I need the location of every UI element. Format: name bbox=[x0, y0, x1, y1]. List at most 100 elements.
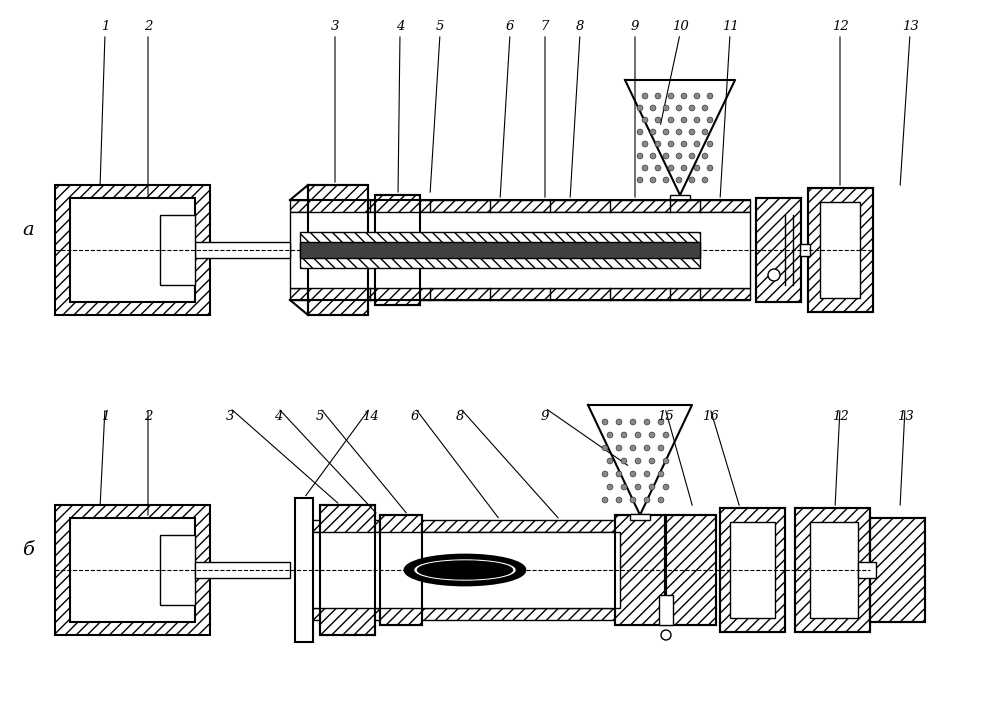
Circle shape bbox=[663, 129, 669, 135]
Circle shape bbox=[616, 471, 622, 477]
Bar bbox=[295, 498, 313, 642]
Circle shape bbox=[602, 471, 608, 477]
Circle shape bbox=[635, 432, 641, 438]
Circle shape bbox=[630, 497, 636, 503]
Bar bbox=[290, 200, 750, 212]
Bar bbox=[630, 514, 650, 520]
Circle shape bbox=[707, 165, 713, 171]
Bar bbox=[160, 215, 195, 285]
Text: 13: 13 bbox=[896, 410, 913, 422]
Circle shape bbox=[650, 153, 656, 159]
Bar bbox=[670, 195, 690, 200]
Circle shape bbox=[689, 177, 695, 183]
Circle shape bbox=[650, 129, 656, 135]
Bar bbox=[820, 202, 860, 298]
Bar bbox=[870, 518, 925, 622]
Bar bbox=[320, 505, 375, 635]
Circle shape bbox=[663, 177, 669, 183]
Circle shape bbox=[702, 177, 708, 183]
Circle shape bbox=[621, 458, 627, 464]
Circle shape bbox=[694, 141, 700, 147]
Text: 9: 9 bbox=[541, 410, 550, 422]
Bar bbox=[290, 288, 750, 300]
Text: б: б bbox=[22, 541, 33, 559]
Text: 12: 12 bbox=[831, 19, 848, 32]
Bar bbox=[310, 608, 620, 620]
Text: 7: 7 bbox=[541, 19, 550, 32]
Bar bbox=[70, 518, 195, 622]
Text: 4: 4 bbox=[396, 19, 404, 32]
Circle shape bbox=[616, 497, 622, 503]
Circle shape bbox=[607, 484, 613, 490]
Bar bbox=[308, 185, 368, 315]
Circle shape bbox=[649, 484, 655, 490]
Bar bbox=[308, 185, 368, 315]
Circle shape bbox=[663, 105, 669, 111]
Ellipse shape bbox=[415, 560, 515, 580]
Circle shape bbox=[602, 445, 608, 451]
Circle shape bbox=[637, 129, 643, 135]
Circle shape bbox=[668, 117, 674, 123]
Circle shape bbox=[616, 445, 622, 451]
Bar bbox=[756, 198, 801, 302]
Bar bbox=[615, 515, 665, 625]
Circle shape bbox=[689, 129, 695, 135]
Circle shape bbox=[607, 458, 613, 464]
Bar bbox=[659, 595, 673, 625]
Circle shape bbox=[661, 630, 671, 640]
Circle shape bbox=[681, 117, 687, 123]
Bar bbox=[300, 242, 700, 258]
Bar bbox=[870, 518, 925, 622]
Bar bbox=[666, 515, 716, 625]
Text: 8: 8 bbox=[576, 19, 584, 32]
Circle shape bbox=[649, 432, 655, 438]
Text: 10: 10 bbox=[672, 19, 689, 32]
Circle shape bbox=[702, 105, 708, 111]
Text: 3: 3 bbox=[226, 410, 234, 422]
Bar bbox=[858, 562, 876, 578]
Bar bbox=[162, 537, 193, 603]
Bar bbox=[162, 217, 193, 283]
Ellipse shape bbox=[418, 561, 512, 579]
Bar bbox=[720, 508, 785, 632]
Bar bbox=[808, 188, 873, 312]
Bar bbox=[310, 532, 620, 608]
Bar bbox=[720, 508, 785, 632]
Circle shape bbox=[707, 141, 713, 147]
Bar bbox=[375, 195, 420, 305]
Circle shape bbox=[644, 497, 650, 503]
Bar bbox=[320, 505, 375, 635]
Bar bbox=[800, 244, 810, 256]
Circle shape bbox=[658, 419, 664, 425]
Circle shape bbox=[650, 177, 656, 183]
Text: 16: 16 bbox=[701, 410, 718, 422]
Bar bbox=[300, 232, 700, 268]
Bar bbox=[160, 535, 195, 605]
Circle shape bbox=[676, 177, 682, 183]
Circle shape bbox=[681, 165, 687, 171]
Circle shape bbox=[630, 445, 636, 451]
Text: 11: 11 bbox=[722, 19, 739, 32]
Bar bbox=[380, 515, 422, 625]
Circle shape bbox=[663, 484, 669, 490]
Bar bbox=[195, 562, 290, 578]
Circle shape bbox=[681, 141, 687, 147]
Circle shape bbox=[649, 458, 655, 464]
Circle shape bbox=[635, 458, 641, 464]
Circle shape bbox=[630, 471, 636, 477]
Circle shape bbox=[650, 105, 656, 111]
Circle shape bbox=[668, 165, 674, 171]
Circle shape bbox=[621, 484, 627, 490]
Circle shape bbox=[642, 165, 648, 171]
Bar bbox=[195, 242, 290, 258]
Circle shape bbox=[668, 141, 674, 147]
Text: 4: 4 bbox=[274, 410, 282, 422]
Bar bbox=[795, 508, 870, 632]
Circle shape bbox=[694, 165, 700, 171]
Circle shape bbox=[602, 419, 608, 425]
Bar bbox=[756, 198, 801, 302]
Circle shape bbox=[644, 471, 650, 477]
Circle shape bbox=[663, 153, 669, 159]
Circle shape bbox=[694, 117, 700, 123]
Circle shape bbox=[637, 177, 643, 183]
